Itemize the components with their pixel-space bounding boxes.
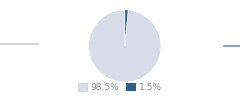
Text: BLACK: BLACK: [224, 42, 240, 50]
Wedge shape: [89, 10, 161, 82]
Text: WHITE: WHITE: [0, 40, 39, 48]
Wedge shape: [125, 10, 128, 46]
Legend: 98.5%, 1.5%: 98.5%, 1.5%: [74, 79, 166, 96]
